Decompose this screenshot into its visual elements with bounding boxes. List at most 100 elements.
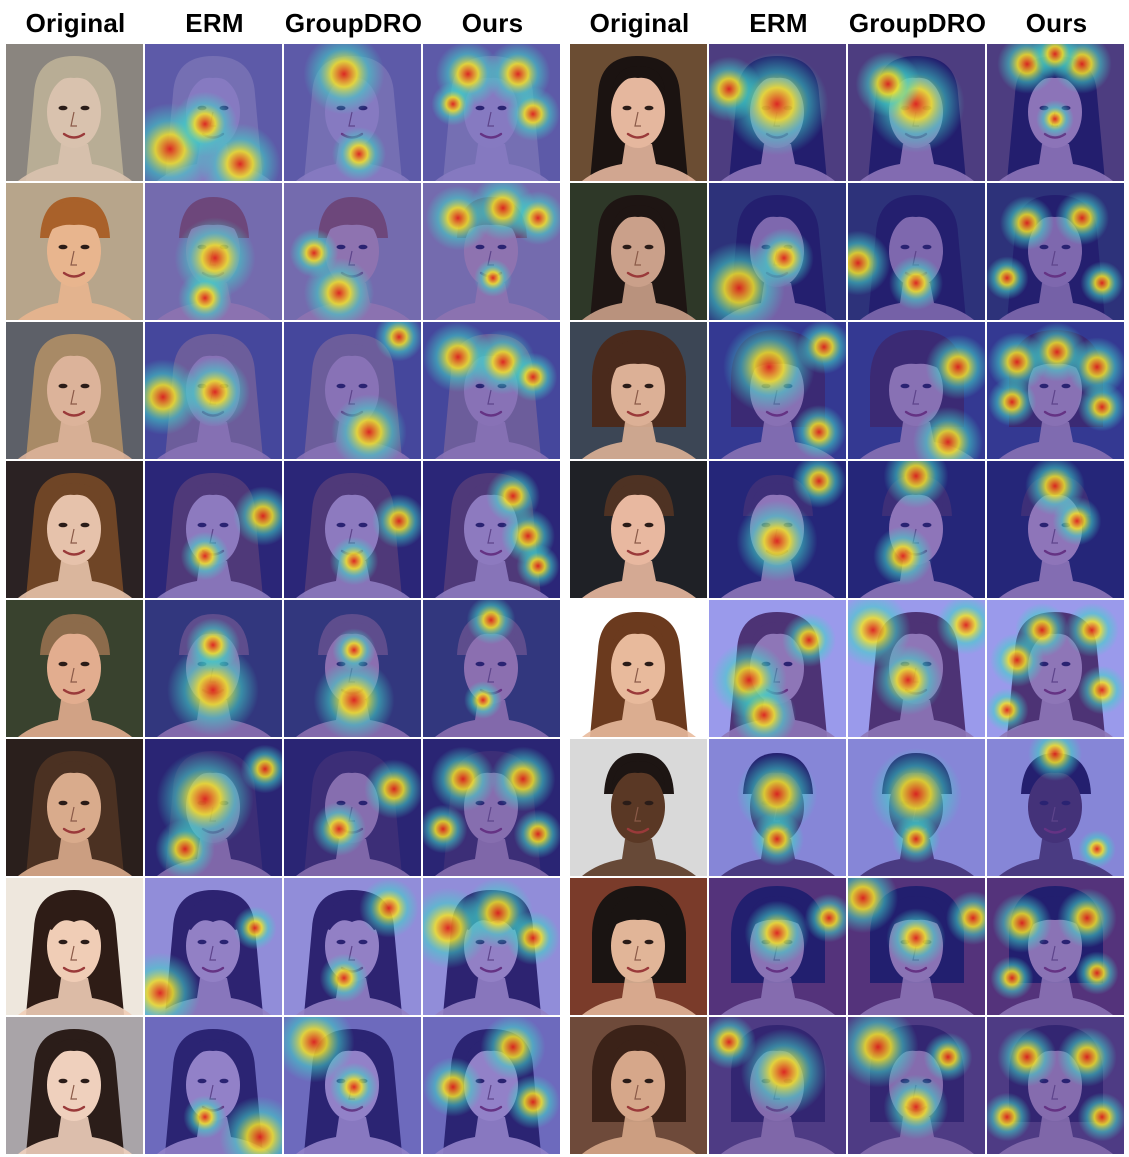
ours-heatmap-p1-r8 (423, 1017, 560, 1154)
ours-heatmap-p1-r6 (423, 739, 560, 876)
attention-map (987, 878, 1124, 1015)
face-photo (570, 44, 707, 181)
groupdro-heatmap-p2-r3 (848, 322, 985, 459)
header-original-left: Original (25, 8, 126, 38)
groupdro-heatmap-p1-r3 (284, 322, 421, 459)
face-photo (6, 1017, 143, 1154)
image-grid-left (6, 44, 562, 1154)
attention-map (848, 600, 985, 737)
groupdro-heatmap-p1-r4 (284, 461, 421, 598)
groupdro-heatmap-p2-r8 (848, 1017, 985, 1154)
attention-map (145, 1017, 282, 1154)
attention-map (145, 739, 282, 876)
attention-map (284, 322, 421, 459)
erm-heatmap-p1-r4 (145, 461, 282, 598)
face-photo (570, 322, 707, 459)
face-photo (6, 183, 143, 320)
ours-heatmap-p1-r2 (423, 183, 560, 320)
groupdro-heatmap-p1-r1 (284, 44, 421, 181)
erm-heatmap-p2-r2 (709, 183, 846, 320)
attention-map (145, 600, 282, 737)
original-image-p2-r3 (570, 322, 707, 459)
attention-map (848, 1017, 985, 1154)
attention-map (423, 322, 560, 459)
attention-map (423, 461, 560, 598)
face-photo (570, 739, 707, 876)
image-grid-right (570, 44, 1126, 1154)
attention-map (848, 878, 985, 1015)
ours-heatmap-p2-r1 (987, 44, 1124, 181)
face-photo (6, 322, 143, 459)
attention-map (284, 183, 421, 320)
attention-map (423, 183, 560, 320)
groupdro-heatmap-p2-r1 (848, 44, 985, 181)
groupdro-heatmap-p1-r2 (284, 183, 421, 320)
original-image-p2-r2 (570, 183, 707, 320)
attention-map (709, 322, 846, 459)
header-erm-left: ERM (185, 8, 244, 38)
face-photo (6, 600, 143, 737)
attention-map (848, 44, 985, 181)
original-image-p1-r4 (6, 461, 143, 598)
original-image-p1-r2 (6, 183, 143, 320)
original-image-p1-r1 (6, 44, 143, 181)
ours-heatmap-p1-r4 (423, 461, 560, 598)
original-image-p1-r7 (6, 878, 143, 1015)
groupdro-heatmap-p1-r8 (284, 1017, 421, 1154)
groupdro-heatmap-p2-r5 (848, 600, 985, 737)
ours-heatmap-p2-r6 (987, 739, 1124, 876)
face-photo (570, 1017, 707, 1154)
attention-map (987, 461, 1124, 598)
face-photo (6, 739, 143, 876)
ours-heatmap-p2-r8 (987, 1017, 1124, 1154)
attention-map (987, 739, 1124, 876)
erm-heatmap-p1-r1 (145, 44, 282, 181)
attention-map (709, 461, 846, 598)
groupdro-heatmap-p2-r2 (848, 183, 985, 320)
attention-map (145, 183, 282, 320)
header-groupdro-left: GroupDRO (284, 8, 423, 38)
erm-heatmap-p2-r6 (709, 739, 846, 876)
original-image-p2-r8 (570, 1017, 707, 1154)
attention-map (987, 322, 1124, 459)
attention-map (145, 44, 282, 181)
erm-heatmap-p2-r5 (709, 600, 846, 737)
attention-map (709, 44, 846, 181)
header-erm-right: ERM (749, 8, 808, 38)
attention-map (709, 183, 846, 320)
attention-map (423, 44, 560, 181)
ours-heatmap-p1-r5 (423, 600, 560, 737)
attention-map (709, 600, 846, 737)
attention-map (848, 461, 985, 598)
face-photo (570, 878, 707, 1015)
original-image-p1-r8 (6, 1017, 143, 1154)
groupdro-heatmap-p1-r5 (284, 600, 421, 737)
attention-map (284, 1017, 421, 1154)
ours-heatmap-p2-r7 (987, 878, 1124, 1015)
header-groupdro-right: GroupDRO (848, 8, 987, 38)
attention-map (284, 44, 421, 181)
attention-map (987, 183, 1124, 320)
ours-heatmap-p2-r4 (987, 461, 1124, 598)
attention-map (284, 461, 421, 598)
attention-map (145, 461, 282, 598)
ours-heatmap-p1-r3 (423, 322, 560, 459)
original-image-p2-r6 (570, 739, 707, 876)
face-photo (6, 878, 143, 1015)
attention-map (145, 322, 282, 459)
attention-map (145, 878, 282, 1015)
erm-heatmap-p1-r5 (145, 600, 282, 737)
right-panel: Original ERM GroupDRO Ours (570, 0, 1126, 1157)
left-panel: Original ERM GroupDRO Ours (6, 0, 562, 1157)
ours-heatmap-p2-r5 (987, 600, 1124, 737)
attention-map (709, 739, 846, 876)
header-ours-right: Ours (1025, 8, 1088, 38)
attention-map (709, 878, 846, 1015)
attention-map (848, 739, 985, 876)
groupdro-heatmap-p2-r7 (848, 878, 985, 1015)
attention-map (284, 600, 421, 737)
ours-heatmap-p1-r1 (423, 44, 560, 181)
attention-map (423, 600, 560, 737)
erm-heatmap-p1-r8 (145, 1017, 282, 1154)
ours-heatmap-p2-r3 (987, 322, 1124, 459)
